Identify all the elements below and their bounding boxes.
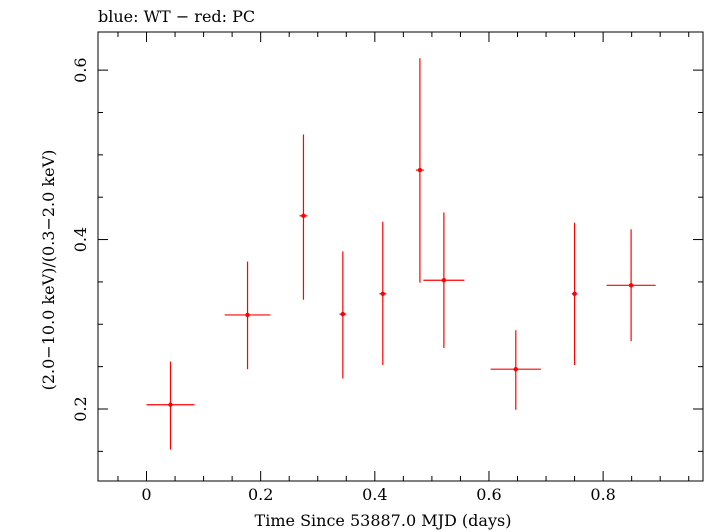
point-marker <box>441 278 447 283</box>
y-tick-label: 0.2 <box>71 396 90 421</box>
plot-frame <box>97 31 704 482</box>
point-marker <box>572 291 577 296</box>
data-point <box>571 222 578 365</box>
data-point <box>490 330 541 410</box>
data-point <box>606 229 656 342</box>
point-marker <box>380 291 386 296</box>
x-tick-label: 0.6 <box>476 485 501 504</box>
chart-header-text: blue: WT − red: PC <box>98 7 255 26</box>
data-point <box>379 221 387 365</box>
data-point <box>224 261 271 370</box>
y-tick-label: 0.4 <box>71 227 90 252</box>
x-tick-label: 0 <box>141 485 151 504</box>
point-marker <box>245 312 250 318</box>
data-points <box>146 58 656 450</box>
data-point <box>339 251 347 379</box>
y-tick-label: 0.6 <box>71 57 90 82</box>
point-marker <box>417 167 423 173</box>
data-point <box>415 58 424 283</box>
x-axis-label: Time Since 53887.0 MJD (days) <box>255 511 512 530</box>
data-point <box>299 134 308 300</box>
point-marker <box>628 283 634 288</box>
data-point <box>146 361 195 450</box>
point-marker <box>513 366 518 372</box>
y-axis-label: (2.0−10.0 keV)/(0.3−2.0 keV) <box>39 150 58 391</box>
x-tick-label: 0.4 <box>362 485 387 504</box>
point-marker <box>168 402 173 407</box>
x-tick-label: 0.8 <box>590 485 615 504</box>
data-point <box>423 212 465 348</box>
axis-ticks <box>98 32 703 481</box>
axis-tick-labels: 0 0.2 0.4 0.6 0.8 0.2 0.4 0.6 <box>71 57 616 504</box>
x-tick-label: 0.2 <box>248 485 273 504</box>
point-marker <box>301 213 306 219</box>
point-marker <box>340 311 346 317</box>
